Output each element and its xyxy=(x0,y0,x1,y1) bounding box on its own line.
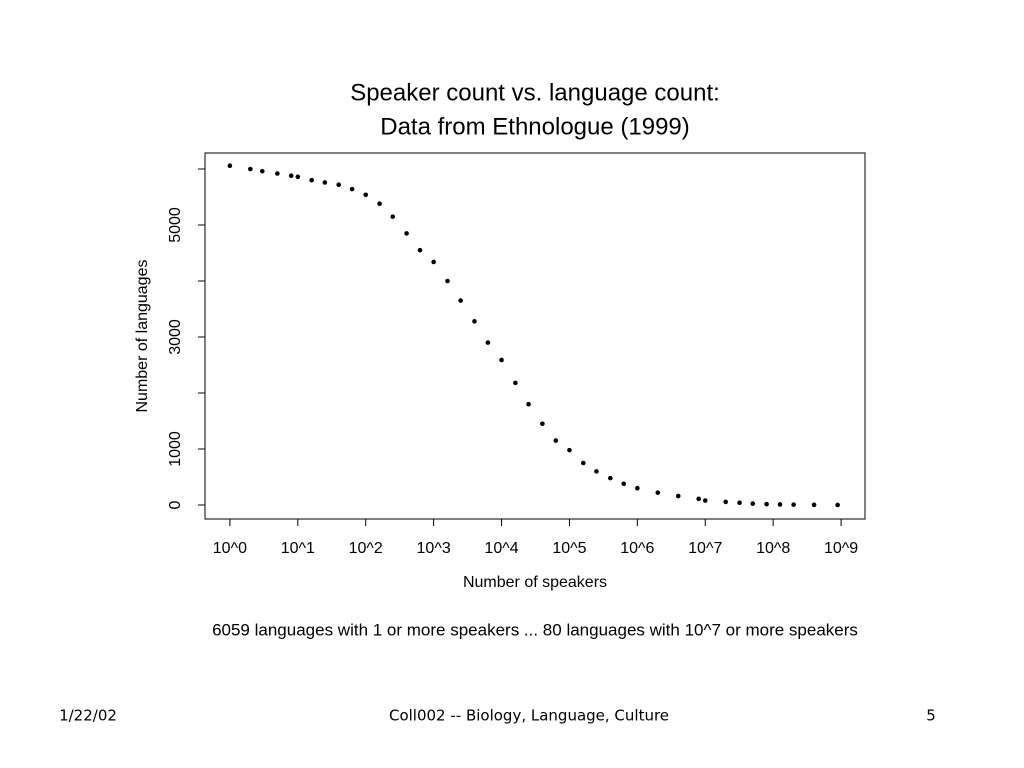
data-point xyxy=(567,447,572,453)
data-point xyxy=(472,319,477,324)
data-point xyxy=(349,186,355,192)
x-axis-label: Number of speakers xyxy=(463,574,607,591)
data-point xyxy=(581,460,586,466)
data-point xyxy=(377,201,382,207)
x-tick-label: 10^3 xyxy=(417,540,451,557)
footer-title: Coll002 -- Biology, Language, Culture xyxy=(389,707,669,725)
x-tick-label: 10^6 xyxy=(620,540,654,557)
data-point xyxy=(390,214,396,219)
data-point xyxy=(431,259,436,265)
data-point xyxy=(655,490,661,495)
y-tick-label: 5000 xyxy=(167,207,184,243)
x-tick-label: 10^8 xyxy=(756,540,790,557)
plot-frame xyxy=(204,152,866,520)
y-tick-label: 3000 xyxy=(167,319,184,355)
data-point xyxy=(322,180,328,185)
caption: 6059 languages with 1 or more speakers .… xyxy=(212,620,858,639)
x-tick-label: 10^2 xyxy=(349,540,383,557)
data-point xyxy=(248,166,253,172)
data-point xyxy=(635,485,640,491)
footer-date: 1/22/02 xyxy=(59,707,117,725)
data-point xyxy=(835,502,840,508)
data-point xyxy=(553,438,559,443)
data-point xyxy=(696,496,701,502)
data-point xyxy=(445,278,450,284)
data-point xyxy=(750,501,756,506)
x-tick-label: 10^5 xyxy=(552,540,586,557)
data-point xyxy=(259,168,265,174)
data-point xyxy=(675,493,681,499)
y-tick-label: 1000 xyxy=(167,431,184,467)
data-point xyxy=(811,502,817,508)
x-tick-label: 10^0 xyxy=(213,540,247,557)
data-point xyxy=(621,481,627,487)
x-tick-label: 10^7 xyxy=(688,540,722,557)
data-point xyxy=(526,401,531,407)
data-point xyxy=(791,502,796,507)
data-point xyxy=(499,357,504,363)
footer-page: 5 xyxy=(926,707,936,725)
data-point xyxy=(417,247,423,253)
data-point xyxy=(363,192,369,198)
data-point xyxy=(723,499,729,505)
data-point xyxy=(594,469,599,474)
data-point xyxy=(764,501,769,507)
data-point xyxy=(485,340,491,345)
chart-subtitle: Data from Ethnologue (1999) xyxy=(380,113,690,140)
data-point xyxy=(513,380,518,386)
data-point xyxy=(702,498,708,503)
y-tick-label: 0 xyxy=(167,500,184,509)
y-axis-label: Number of languages xyxy=(134,260,151,413)
x-tick-label: 10^4 xyxy=(484,540,518,557)
data-point xyxy=(608,475,613,481)
data-point xyxy=(540,421,545,427)
data-point xyxy=(458,298,463,303)
data-point xyxy=(404,231,409,236)
data-point xyxy=(227,163,233,169)
data-point xyxy=(288,173,294,179)
x-tick-label: 10^9 xyxy=(824,540,858,557)
chart-title: Speaker count vs. language count: xyxy=(350,79,720,106)
x-tick-label: 10^1 xyxy=(281,540,315,557)
data-point xyxy=(336,182,341,187)
data-point xyxy=(275,171,280,176)
data-point xyxy=(309,177,314,183)
data-point xyxy=(737,500,742,506)
data-point xyxy=(295,174,301,180)
data-point xyxy=(777,502,783,507)
